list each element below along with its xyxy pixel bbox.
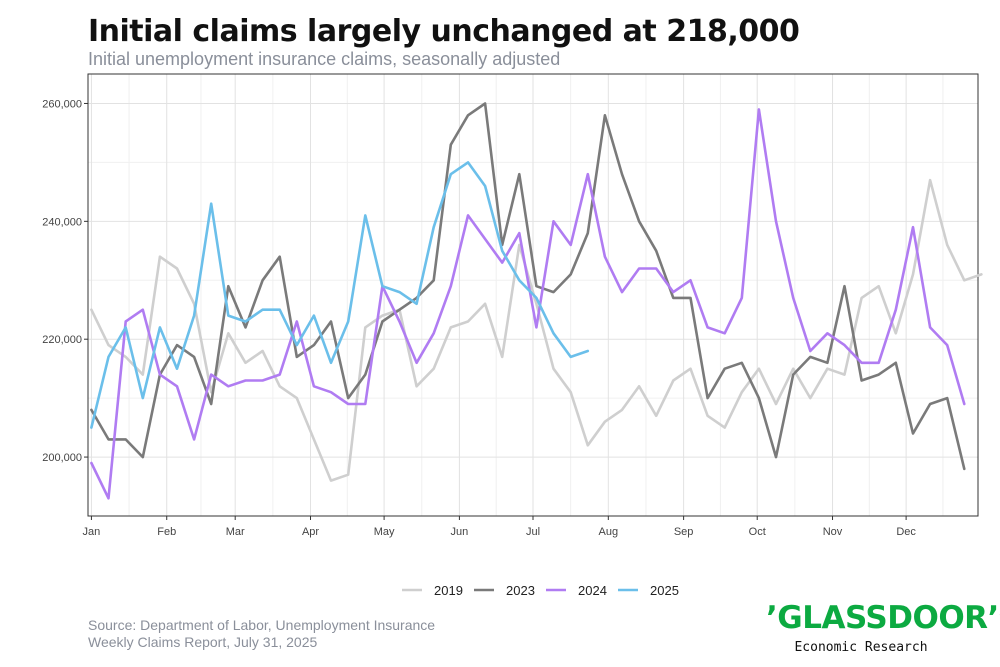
source-note: Source: Department of Labor, Unemploymen… bbox=[88, 617, 435, 651]
x-tick-label: May bbox=[374, 526, 395, 538]
x-tick-label: Dec bbox=[896, 526, 916, 538]
y-tick-label: 220,000 bbox=[42, 334, 82, 346]
series-line-2024 bbox=[90, 108, 966, 500]
page-title: Initial claims largely unchanged at 218,… bbox=[88, 14, 800, 49]
x-tick-label: Feb bbox=[157, 526, 176, 538]
glassdoor-logo: ’GLASSDOOR’™ Economic Research bbox=[766, 598, 1000, 656]
series-line-2019 bbox=[90, 178, 983, 482]
x-tick-label: Oct bbox=[749, 526, 766, 538]
x-tick-label: Nov bbox=[823, 526, 843, 538]
plot-border bbox=[87, 73, 979, 517]
x-tick-label: Jul bbox=[526, 526, 540, 538]
brand-subtitle: Economic Research bbox=[794, 640, 928, 655]
x-tick-label: Mar bbox=[226, 526, 245, 538]
legend-label-2024: 2024 bbox=[578, 583, 607, 598]
y-tick-label: 260,000 bbox=[42, 98, 82, 110]
brand-name: ’GLASSDOOR’™ bbox=[766, 598, 1000, 638]
x-tick-label: Aug bbox=[599, 526, 619, 538]
x-tick-label: Apr bbox=[302, 526, 319, 538]
source-line-2: Weekly Claims Report, July 31, 2025 bbox=[88, 634, 318, 650]
legend-label-2023: 2023 bbox=[506, 583, 535, 598]
legend-label-2025: 2025 bbox=[650, 583, 679, 598]
series-line-2023 bbox=[90, 102, 966, 471]
y-tick-label: 200,000 bbox=[42, 452, 82, 464]
x-tick-label: Sep bbox=[674, 526, 694, 538]
y-tick-label: 240,000 bbox=[42, 216, 82, 228]
legend-label-2019: 2019 bbox=[434, 583, 463, 598]
page-subtitle: Initial unemployment insurance claims, s… bbox=[88, 49, 561, 69]
source-line-1: Source: Department of Labor, Unemploymen… bbox=[88, 617, 436, 633]
x-tick-label: Jan bbox=[83, 526, 101, 538]
brand-wordmark: ’GLASSDOOR’ bbox=[766, 600, 999, 636]
brand-trademark: ™ bbox=[999, 614, 1000, 621]
x-tick-label: Jun bbox=[451, 526, 469, 538]
series-line-2025 bbox=[90, 161, 590, 429]
